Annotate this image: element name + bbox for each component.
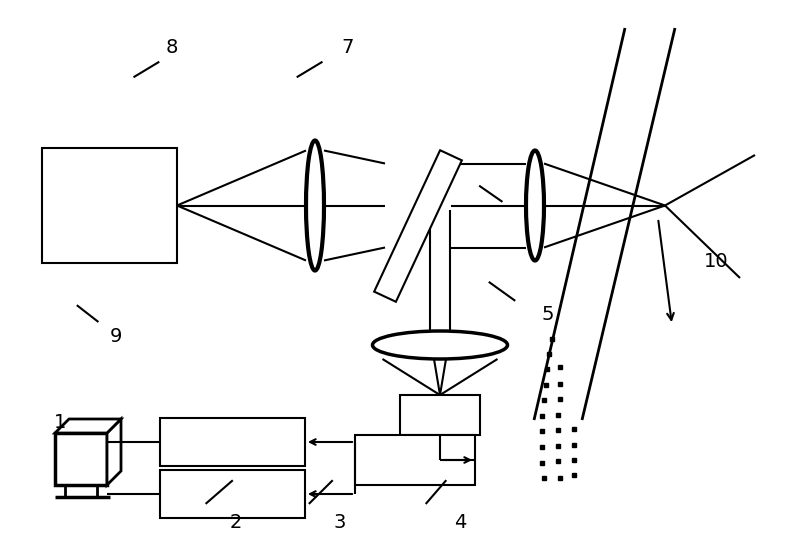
Text: 6: 6 bbox=[526, 205, 538, 224]
Text: 7: 7 bbox=[342, 38, 354, 57]
Text: 8: 8 bbox=[166, 38, 178, 57]
Polygon shape bbox=[55, 419, 121, 433]
Text: 10: 10 bbox=[704, 252, 728, 271]
Text: 1: 1 bbox=[54, 413, 66, 432]
Bar bbox=[42, 148, 177, 263]
Bar bbox=[355, 435, 475, 485]
Bar bbox=[160, 470, 305, 518]
Polygon shape bbox=[55, 433, 107, 485]
Polygon shape bbox=[374, 150, 462, 302]
Text: 9: 9 bbox=[110, 327, 122, 346]
Text: 2: 2 bbox=[230, 513, 242, 532]
Text: 4: 4 bbox=[454, 513, 466, 532]
Bar bbox=[400, 395, 480, 435]
Polygon shape bbox=[107, 419, 121, 485]
Ellipse shape bbox=[526, 151, 544, 261]
Bar bbox=[160, 418, 305, 466]
Text: 5: 5 bbox=[542, 305, 554, 324]
Ellipse shape bbox=[373, 331, 507, 359]
Text: 3: 3 bbox=[334, 513, 346, 532]
Ellipse shape bbox=[306, 141, 324, 271]
